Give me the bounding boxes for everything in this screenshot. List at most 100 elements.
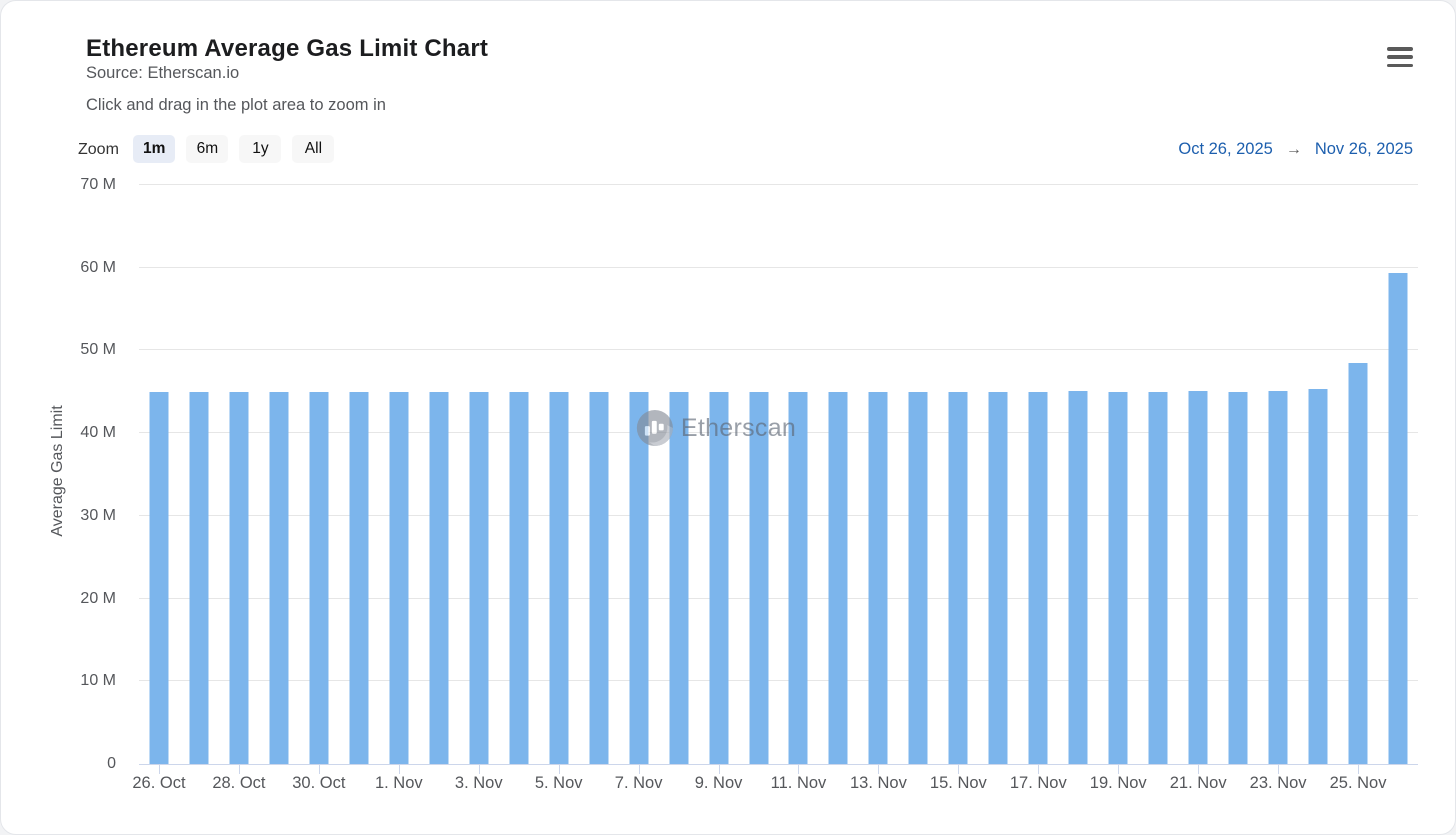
y-axis-tick-label: 0 bbox=[107, 755, 116, 772]
bar-nov-20[interactable] bbox=[1148, 391, 1168, 764]
bar-nov-17[interactable] bbox=[1028, 391, 1048, 764]
bar-nov-26[interactable] bbox=[1388, 272, 1408, 764]
chart-context-menu-button[interactable] bbox=[1387, 45, 1413, 69]
bar-nov-10[interactable] bbox=[749, 391, 769, 764]
bar-oct-29[interactable] bbox=[269, 391, 289, 764]
bar-nov-14[interactable] bbox=[908, 391, 928, 764]
x-axis-tick bbox=[478, 764, 480, 774]
bar-nov-18[interactable] bbox=[1068, 390, 1088, 764]
x-axis-tick-label: 19. Nov bbox=[1089, 774, 1147, 792]
x-axis-tick-label: 26. Oct bbox=[132, 774, 186, 792]
bar-oct-27[interactable] bbox=[189, 391, 209, 764]
y-axis-tick-label: 30 M bbox=[80, 506, 116, 524]
y-axis-tick-label: 20 M bbox=[80, 589, 116, 607]
x-axis-tick bbox=[798, 764, 800, 774]
zoom-button-group: 1m 6m 1y All bbox=[133, 135, 335, 163]
x-axis-tick bbox=[558, 764, 560, 774]
bar-nov-1[interactable] bbox=[389, 391, 409, 764]
bar-nov-8[interactable] bbox=[669, 391, 689, 764]
x-axis-tick-label: 23. Nov bbox=[1249, 774, 1307, 792]
bar-nov-7[interactable] bbox=[629, 391, 649, 764]
y-gridline bbox=[139, 680, 1418, 682]
y-axis-tick-label: 70 M bbox=[80, 176, 116, 193]
bar-oct-31[interactable] bbox=[349, 391, 369, 764]
x-axis-tick bbox=[878, 764, 880, 774]
bar-nov-15[interactable] bbox=[948, 391, 968, 764]
zoom-button-all[interactable]: All bbox=[292, 135, 335, 163]
x-axis-tick bbox=[1358, 764, 1360, 774]
bar-nov-6[interactable] bbox=[589, 391, 609, 764]
y-gridline bbox=[139, 266, 1418, 268]
x-axis-tick bbox=[1038, 764, 1040, 774]
bar-nov-11[interactable] bbox=[788, 391, 808, 764]
y-gridline bbox=[139, 432, 1418, 434]
y-axis-title: Average Gas Limit bbox=[49, 405, 66, 537]
x-axis-tick-label: 15. Nov bbox=[929, 774, 987, 792]
x-axis-tick bbox=[398, 764, 400, 774]
plot-area[interactable]: Etherscan 0 10 M 20 M 30 M 40 M 50 M 60 M 70 M 2… bbox=[80, 176, 1418, 792]
bar-oct-28[interactable] bbox=[229, 391, 249, 764]
bar-nov-4[interactable] bbox=[509, 391, 529, 764]
bar-nov-22[interactable] bbox=[1228, 391, 1248, 764]
x-axis-tick-label: 28. Oct bbox=[212, 774, 266, 792]
x-axis-tick-label: 11. Nov bbox=[770, 774, 827, 792]
hamburger-menu-icon bbox=[1387, 55, 1413, 59]
y-axis-tick-label: 60 M bbox=[80, 258, 116, 276]
x-axis-tick-label: 1. Nov bbox=[374, 774, 423, 792]
x-axis-tick-label: 25. Nov bbox=[1329, 774, 1387, 792]
zoom-button-6m[interactable]: 6m bbox=[186, 135, 229, 163]
range-end-date[interactable]: Nov 26, 2025 bbox=[1314, 140, 1413, 158]
y-axis-tick-label: 50 M bbox=[80, 341, 116, 359]
hamburger-menu-icon bbox=[1387, 47, 1413, 51]
bar-nov-13[interactable] bbox=[868, 391, 888, 764]
chart-hint: Click and drag in the plot area to zoom … bbox=[86, 96, 386, 114]
x-axis-tick-label: 30. Oct bbox=[292, 774, 346, 792]
x-axis-tick bbox=[238, 764, 240, 774]
x-axis-tick bbox=[1198, 764, 1200, 774]
bar-oct-30[interactable] bbox=[309, 391, 329, 764]
x-axis-tick bbox=[318, 764, 320, 774]
x-axis-tick bbox=[158, 764, 160, 774]
zoom-button-1m[interactable]: 1m bbox=[133, 135, 176, 163]
right-arrow-icon: → bbox=[1285, 140, 1302, 158]
bar-nov-23[interactable] bbox=[1268, 390, 1288, 764]
x-axis-tick-label: 13. Nov bbox=[849, 774, 907, 792]
x-axis-line bbox=[139, 764, 1418, 765]
x-axis-tick-label: 3. Nov bbox=[454, 774, 503, 792]
bar-oct-26[interactable] bbox=[149, 391, 169, 764]
bar-nov-24[interactable] bbox=[1308, 389, 1328, 764]
x-axis-tick-label: 7. Nov bbox=[614, 774, 663, 792]
x-axis-tick-label: 17. Nov bbox=[1009, 774, 1067, 792]
x-axis-tick bbox=[958, 764, 960, 774]
bar-nov-5[interactable] bbox=[549, 391, 569, 764]
x-axis-tick bbox=[718, 764, 720, 774]
x-axis-tick-label: 9. Nov bbox=[694, 774, 743, 792]
date-range-selector: Oct 26, 2025 → Nov 26, 2025 bbox=[1178, 140, 1413, 159]
y-gridline bbox=[139, 349, 1418, 351]
bar-nov-21[interactable] bbox=[1188, 390, 1208, 764]
bar-nov-19[interactable] bbox=[1108, 391, 1128, 764]
bar-nov-12[interactable] bbox=[828, 391, 848, 764]
chart-source: Source: Etherscan.io bbox=[86, 64, 240, 82]
bar-nov-25[interactable] bbox=[1348, 362, 1368, 764]
zoom-label: Zoom bbox=[78, 141, 119, 158]
y-gridline bbox=[139, 184, 1418, 185]
y-axis-tick-label: 10 M bbox=[80, 672, 116, 690]
x-axis-tick-label: 21. Nov bbox=[1169, 774, 1227, 792]
y-gridline bbox=[139, 514, 1418, 516]
y-gridline bbox=[139, 597, 1418, 599]
zoom-button-1y[interactable]: 1y bbox=[239, 135, 282, 163]
bar-nov-9[interactable] bbox=[709, 391, 729, 764]
bar-nov-3[interactable] bbox=[469, 391, 489, 764]
y-axis-tick-label: 40 M bbox=[80, 424, 116, 442]
bar-nov-16[interactable] bbox=[988, 391, 1008, 764]
bar-nov-2[interactable] bbox=[429, 391, 449, 764]
x-axis-tick bbox=[1278, 764, 1280, 774]
chart-title: Ethereum Average Gas Limit Chart bbox=[86, 35, 489, 62]
x-axis-tick-label: 5. Nov bbox=[534, 774, 583, 792]
hamburger-menu-icon bbox=[1387, 63, 1413, 67]
watermark-text: Etherscan bbox=[680, 413, 797, 442]
range-start-date[interactable]: Oct 26, 2025 bbox=[1178, 140, 1273, 158]
